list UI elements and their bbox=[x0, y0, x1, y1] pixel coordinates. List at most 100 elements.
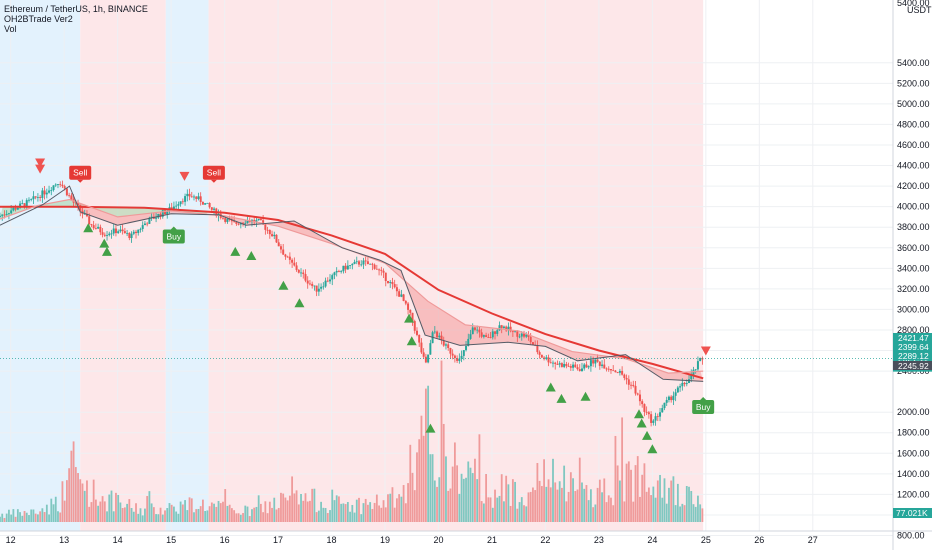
volume-bar bbox=[679, 506, 681, 522]
volume-bar bbox=[204, 511, 207, 522]
volume-bar bbox=[672, 476, 675, 522]
volume-bar bbox=[34, 513, 37, 522]
volume-bar bbox=[587, 500, 590, 522]
volume-bar bbox=[424, 388, 427, 522]
price-axis-top-label: 5400.00 bbox=[897, 0, 930, 8]
price-tick-label: 1200.00 bbox=[897, 489, 930, 499]
volume-bar bbox=[311, 488, 314, 522]
label-pointer bbox=[77, 179, 84, 183]
volume-bar bbox=[331, 489, 334, 522]
candle-body bbox=[518, 336, 521, 338]
volume-bar bbox=[694, 506, 697, 522]
volume-bar bbox=[371, 508, 374, 522]
candle-body bbox=[594, 359, 597, 364]
candle-body bbox=[181, 201, 184, 203]
candle-body bbox=[295, 265, 298, 270]
volume-bar bbox=[117, 494, 120, 522]
volume-bar bbox=[594, 504, 597, 522]
volume-bar bbox=[251, 509, 253, 522]
candle-body bbox=[192, 196, 195, 198]
price-tag: 2245.92 bbox=[893, 361, 932, 371]
time-tick-label: 26 bbox=[754, 535, 764, 545]
price-tick-label: 1600.00 bbox=[897, 448, 930, 458]
volume-bar bbox=[665, 503, 668, 522]
candle-body bbox=[85, 213, 88, 217]
volume-bar bbox=[507, 484, 510, 522]
volume-bar bbox=[5, 513, 8, 522]
candle-body bbox=[438, 335, 441, 338]
volume-bar bbox=[155, 514, 157, 522]
candle-body bbox=[694, 369, 697, 371]
volume-bar bbox=[86, 480, 88, 522]
price-tick-label: 3400.00 bbox=[897, 263, 930, 273]
volume-bar bbox=[699, 504, 702, 522]
candle-body bbox=[625, 377, 628, 380]
time-tick-label: 15 bbox=[166, 535, 176, 545]
volume-bar bbox=[16, 509, 19, 522]
moving-average-lines bbox=[0, 185, 893, 382]
price-axis[interactable]: 5400.00USDT5400.005200.005000.004800.004… bbox=[892, 0, 932, 550]
candle-body bbox=[636, 393, 639, 395]
volume-bar bbox=[217, 500, 220, 522]
volume-bar bbox=[30, 509, 33, 522]
candle-body bbox=[407, 303, 410, 310]
volume-bar bbox=[57, 511, 59, 522]
volume-bar bbox=[416, 452, 418, 522]
symbol-title[interactable]: Ethereum / TetherUS, 1h, BINANCE bbox=[4, 4, 148, 14]
volume-bar bbox=[74, 467, 77, 522]
volume-bar bbox=[199, 506, 202, 522]
candle-body bbox=[21, 203, 24, 205]
candle-body bbox=[99, 226, 102, 233]
volume-tag-box bbox=[893, 508, 932, 518]
candle-body bbox=[384, 272, 387, 281]
price-tick-label: 4800.00 bbox=[897, 119, 930, 129]
candle-body bbox=[77, 202, 80, 206]
candle-body bbox=[54, 184, 57, 186]
volume-bar bbox=[144, 508, 146, 522]
candle-body bbox=[659, 412, 662, 417]
buy-triangle-icon bbox=[294, 298, 305, 308]
volume-bar bbox=[315, 512, 318, 522]
volume-bar bbox=[485, 473, 488, 522]
buy-triangle-icon bbox=[83, 223, 94, 233]
candle-body bbox=[306, 280, 309, 284]
candle-body bbox=[7, 213, 10, 215]
time-tick-label: 23 bbox=[594, 535, 604, 545]
price-tick-label: 5000.00 bbox=[897, 99, 930, 109]
candle-body bbox=[337, 271, 340, 272]
volume-bar bbox=[210, 502, 213, 522]
candle-body bbox=[226, 218, 229, 222]
candle-body bbox=[221, 217, 224, 219]
volume-bar bbox=[572, 478, 574, 522]
candle-body bbox=[413, 321, 416, 331]
volume-bar bbox=[346, 502, 349, 522]
candle-body bbox=[79, 205, 82, 211]
candle-body bbox=[119, 229, 122, 232]
volume-bar bbox=[286, 500, 289, 522]
indicator-title[interactable]: OH2BTrade Ver2 bbox=[4, 14, 73, 24]
price-tick-label: 2800.00 bbox=[897, 325, 930, 335]
buy-triangle-icon bbox=[99, 238, 110, 248]
volume-bar bbox=[603, 478, 606, 522]
volume-bar bbox=[558, 481, 561, 522]
candle-body bbox=[94, 228, 97, 230]
volume-bar bbox=[556, 489, 559, 522]
volume-bar bbox=[373, 502, 376, 522]
volume-title[interactable]: Vol bbox=[4, 24, 17, 34]
volume-bar bbox=[61, 481, 64, 522]
volume-bar bbox=[387, 494, 389, 522]
candle-body bbox=[505, 326, 508, 331]
candle-body bbox=[48, 190, 51, 193]
candle-body bbox=[342, 265, 345, 272]
candle-body bbox=[556, 364, 559, 365]
volume-bar bbox=[697, 495, 699, 522]
candle-body bbox=[511, 331, 514, 333]
candle-body bbox=[525, 334, 528, 337]
volume-bar bbox=[612, 505, 615, 522]
volume-bar bbox=[139, 508, 142, 522]
volume-bar bbox=[391, 487, 394, 522]
time-axis[interactable]: 12 13 14 15 16 17 18 19 20 21 22 23 24 25 26 27 bbox=[0, 530, 932, 545]
volume-bar bbox=[627, 461, 630, 522]
volume-bar bbox=[233, 510, 236, 522]
